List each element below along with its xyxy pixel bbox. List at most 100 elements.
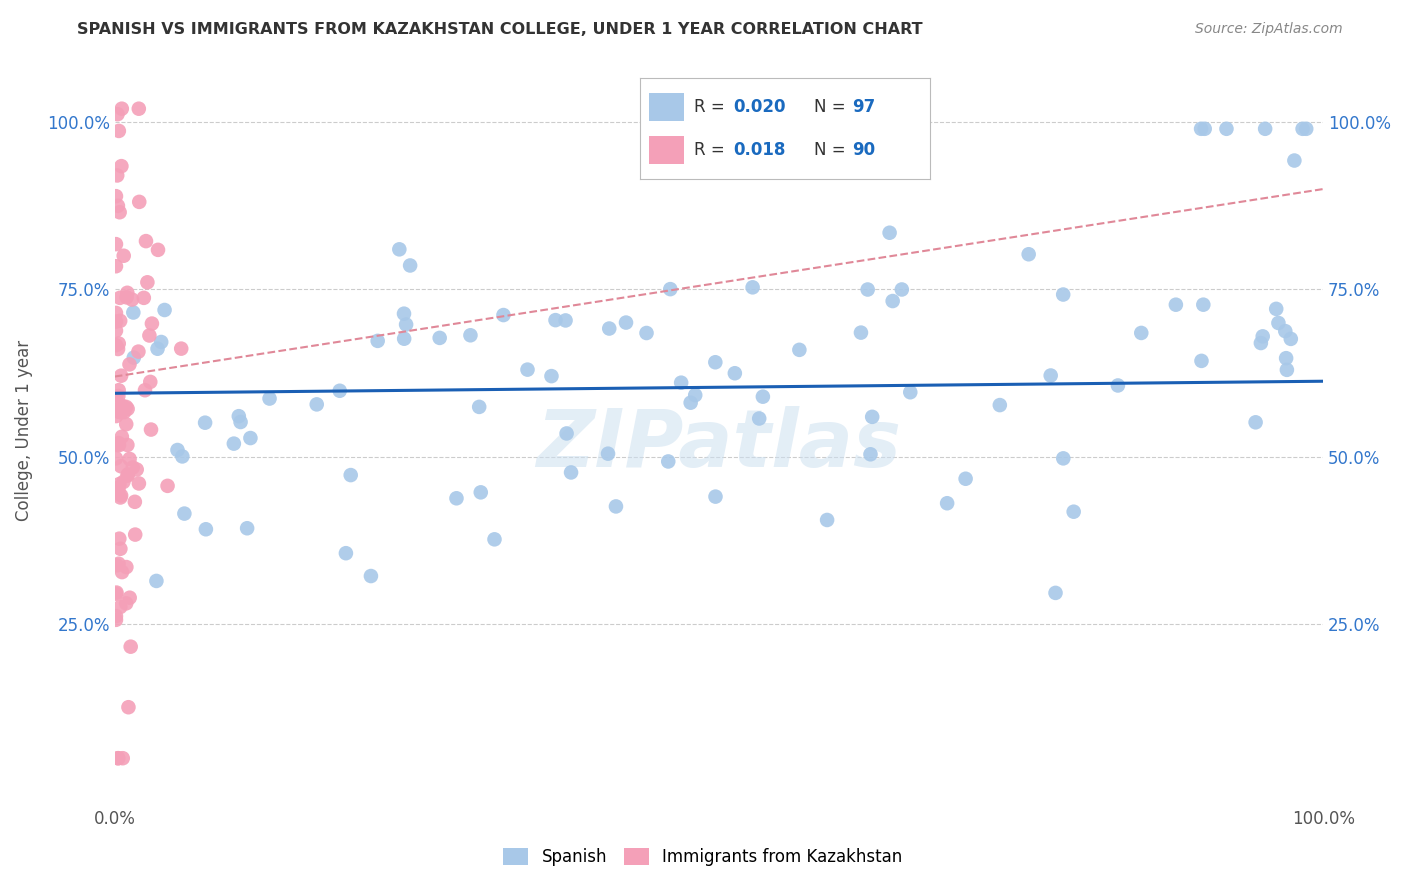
Point [1274,324,1296,338]
Point [789,343,811,357]
Point [104,613,127,627]
Point [128,102,150,116]
Point [516,362,538,376]
Point [104,237,127,252]
Point [108,314,131,328]
Point [105,169,128,183]
Point [1295,121,1317,136]
Point [153,303,176,318]
Point [388,243,411,257]
Point [955,472,977,486]
Point [108,438,131,452]
Text: ZIPatlas: ZIPatlas [537,406,901,484]
Point [107,751,129,765]
Point [112,475,135,489]
Point [146,342,169,356]
Point [124,527,146,541]
Point [596,447,619,461]
Point [108,477,131,491]
Point [860,409,883,424]
Point [117,467,139,482]
Point [110,488,132,502]
Point [1039,368,1062,383]
Point [392,332,415,346]
Point [104,451,127,466]
Point [108,124,131,138]
Point [111,565,134,579]
Point [107,383,129,397]
Point [118,357,141,371]
Point [1130,326,1153,340]
Point [118,451,141,466]
Point [173,507,195,521]
Point [105,587,128,601]
Point [110,405,132,419]
Point [936,496,959,510]
Point [115,596,138,610]
Point [259,392,281,406]
Point [1107,378,1129,392]
Point [111,430,134,444]
Point [1291,121,1313,136]
Point [145,574,167,588]
Point [135,234,157,248]
Point [598,321,620,335]
Point [1192,298,1215,312]
Point [679,395,702,409]
Legend: Spanish, Immigrants from Kazakhstan: Spanish, Immigrants from Kazakhstan [496,841,910,873]
Point [1063,505,1085,519]
Point [1194,121,1216,136]
Point [484,533,506,547]
Point [399,259,422,273]
Point [121,460,143,475]
Point [105,585,128,599]
Point [555,426,578,441]
Point [898,385,921,400]
Point [748,411,770,425]
Point [117,700,139,714]
Point [429,331,451,345]
Point [704,355,727,369]
Point [988,398,1011,412]
Point [1275,363,1298,377]
Point [170,342,193,356]
Point [105,438,128,452]
Point [107,557,129,571]
Point [120,640,142,654]
Point [156,479,179,493]
Point [890,283,912,297]
Point [117,401,139,416]
Point [150,334,173,349]
Point [859,447,882,461]
Point [107,342,129,356]
Point [107,199,129,213]
Point [105,558,128,573]
Point [125,462,148,476]
Point [107,107,129,121]
Point [492,308,515,322]
Point [741,280,763,294]
Point [194,416,217,430]
Point [540,369,562,384]
Point [115,400,138,414]
Point [111,399,134,413]
Point [110,459,132,474]
Point [138,328,160,343]
Point [752,390,775,404]
Point [117,285,139,300]
Point [108,291,131,305]
Point [1215,121,1237,136]
Point [107,483,129,497]
Point [107,436,129,450]
Point [222,436,245,450]
Point [1254,121,1277,136]
Point [395,318,418,332]
Point [636,326,658,340]
Point [104,403,127,417]
Point [104,338,127,352]
Point [110,599,132,614]
Point [122,351,145,365]
Point [117,468,139,483]
Point [1284,153,1306,168]
Point [110,541,132,556]
